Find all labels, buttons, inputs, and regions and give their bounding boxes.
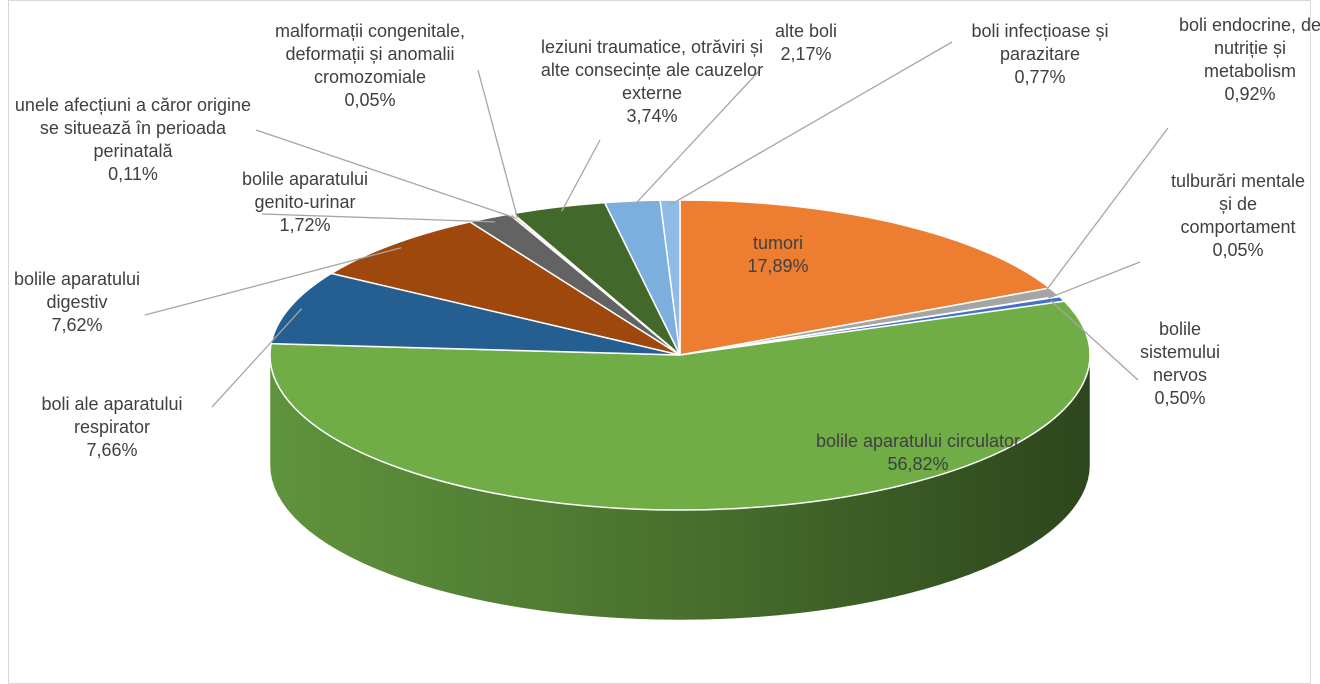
label-value: 2,17% xyxy=(780,44,832,64)
label-value: 0,05% xyxy=(1212,240,1264,260)
label-value: 7,62% xyxy=(51,315,103,335)
data-label: boli ale aparatului respirator 7,66% xyxy=(7,393,217,462)
label-category: leziuni traumatice, otrăviri și alte con… xyxy=(540,37,764,103)
label-category: boli endocrine, de nutriție și metabolis… xyxy=(1178,15,1320,81)
label-category: tumori xyxy=(752,233,803,253)
label-value: 0,77% xyxy=(1014,67,1066,87)
data-label: boli endocrine, de nutriție și metabolis… xyxy=(1175,14,1320,106)
slice xyxy=(659,199,681,356)
label-value: 17,89% xyxy=(747,256,809,276)
label-value: 0,05% xyxy=(344,90,396,110)
leader-line xyxy=(255,129,516,219)
leader-line xyxy=(633,69,761,207)
label-category: bolile aparatului circulator xyxy=(815,431,1021,451)
data-label: tulburări mentale și de comportament 0,05… xyxy=(1168,170,1308,262)
slice xyxy=(269,300,1091,511)
label-value: 0,11% xyxy=(108,164,158,184)
data-label: alte boli 2,17% xyxy=(761,20,851,66)
data-label: bolile sistemului nervos 0,50% xyxy=(1125,318,1235,410)
label-value: 0,92% xyxy=(1224,84,1276,104)
leader-line xyxy=(261,213,496,223)
label-category: unele afecțiuni a căror origine se situe… xyxy=(14,95,252,161)
label-category: boli infecțioase și parazitare xyxy=(971,21,1109,64)
label-category: alte boli xyxy=(774,21,838,41)
data-label: unele afecțiuni a căror origine se situe… xyxy=(8,94,258,186)
label-category: bolile aparatului digestiv xyxy=(13,269,141,312)
data-label: bolile aparatului circulator 56,82% xyxy=(808,430,1028,476)
data-label: tumori 17,89% xyxy=(708,232,848,278)
label-category: bolile sistemului nervos xyxy=(1139,319,1221,385)
data-label: boli infecțioase și parazitare 0,77% xyxy=(965,20,1115,89)
label-value: 56,82% xyxy=(887,454,949,474)
label-value: 7,66% xyxy=(86,440,138,460)
leader-line xyxy=(1047,261,1141,299)
label-value: 1,72% xyxy=(279,215,331,235)
label-value: 0,50% xyxy=(1154,388,1206,408)
leader-line xyxy=(1050,300,1139,381)
label-value: 3,74% xyxy=(626,106,678,126)
data-label: leziuni traumatice, otrăviri și alte con… xyxy=(532,36,772,128)
data-label: malformații congenitale, deformații și a… xyxy=(245,20,495,112)
data-label: bolile aparatului digestiv 7,62% xyxy=(12,268,142,337)
label-category: tulburări mentale și de comportament xyxy=(1170,171,1306,237)
leader-line xyxy=(1042,127,1169,295)
leader-line xyxy=(561,139,601,212)
leader-line xyxy=(477,69,519,218)
data-label: bolile aparatului genito-urinar 1,72% xyxy=(230,168,380,237)
leader-line xyxy=(670,41,953,206)
label-category: boli ale aparatului respirator xyxy=(41,394,183,437)
leader-line xyxy=(211,308,303,408)
slice xyxy=(329,221,681,356)
slice xyxy=(679,199,1052,356)
label-category: malformații congenitale, deformații și a… xyxy=(274,21,466,87)
label-category: bolile aparatului genito-urinar xyxy=(241,169,369,212)
slice xyxy=(270,272,681,356)
leader-line xyxy=(144,247,402,316)
